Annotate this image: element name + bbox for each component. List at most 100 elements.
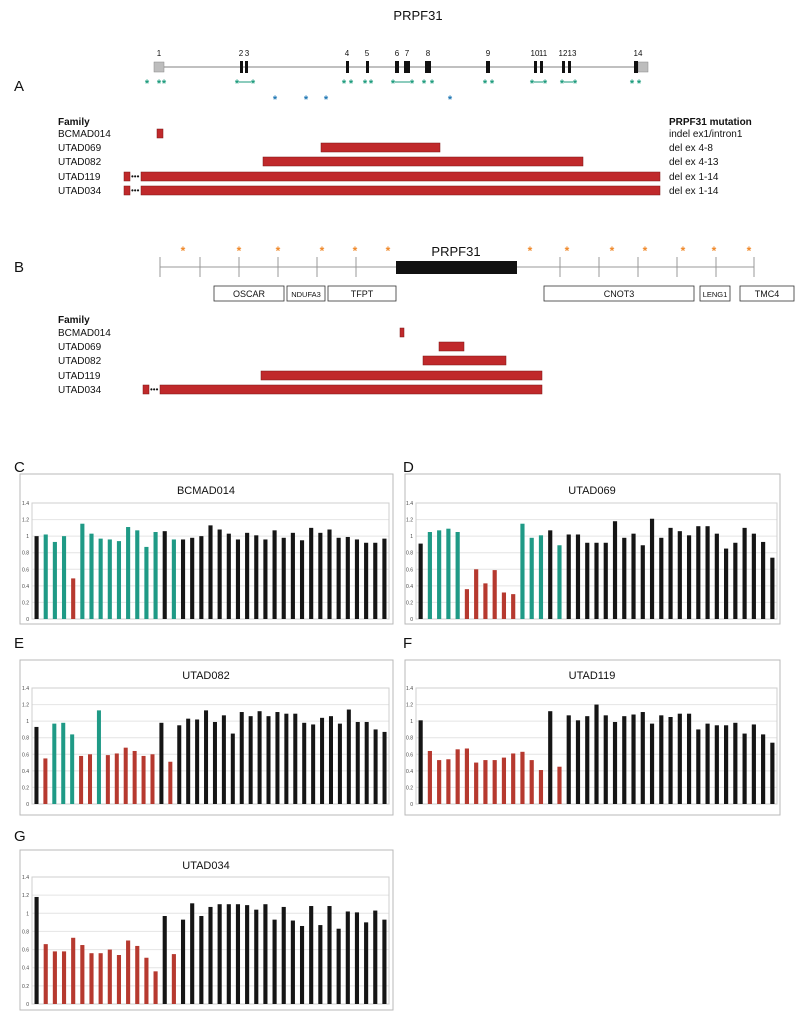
chart-title: UTAD082 xyxy=(182,670,229,682)
bar xyxy=(135,945,140,1004)
bar xyxy=(254,909,259,1004)
bar xyxy=(696,729,701,804)
bar xyxy=(190,537,195,619)
bar xyxy=(733,542,738,619)
bar xyxy=(263,904,268,1004)
probe-asterisk-orange: * xyxy=(528,244,533,258)
exon-3 xyxy=(245,61,248,73)
bar xyxy=(529,537,534,619)
exon-label: 11 xyxy=(539,49,548,58)
gene-box-ndufa3 xyxy=(286,285,326,302)
bar xyxy=(751,724,756,804)
bar xyxy=(603,542,608,619)
bar xyxy=(89,533,94,619)
bar xyxy=(290,920,295,1004)
bar xyxy=(226,904,231,1004)
mlpa-probe-asterisk: * xyxy=(235,78,240,90)
mlpa-probe-asterisk: * xyxy=(145,78,150,90)
bar xyxy=(355,721,360,804)
exon-label: 3 xyxy=(245,49,250,58)
mlpa-probe-asterisk: * xyxy=(349,78,354,90)
exon-12 xyxy=(562,61,565,73)
prpf31-gene-label: PRPF31 xyxy=(431,244,480,259)
exon-10 xyxy=(534,61,537,73)
mlpa-probe-asterisk: * xyxy=(342,78,347,90)
family-name: UTAD069 xyxy=(58,143,102,154)
y-tick-label: 0.2 xyxy=(406,785,413,791)
bar xyxy=(98,953,103,1004)
bar xyxy=(171,539,176,619)
bar xyxy=(114,753,119,804)
bar xyxy=(254,535,259,619)
y-tick-label: 1 xyxy=(410,719,413,725)
bar xyxy=(714,725,719,804)
exon-11 xyxy=(540,61,543,73)
bar xyxy=(217,904,222,1004)
mlpa-probe-asterisk: * xyxy=(490,78,495,90)
mlpa-probe-asterisk: * xyxy=(363,78,368,90)
family-name: UTAD082 xyxy=(58,356,102,367)
panel-e-label: E xyxy=(14,635,24,652)
bar-chart-bcmad014: 0 0.2 0.4 0.6 0.8 1 1.2 1.4 xyxy=(22,501,390,623)
bar xyxy=(761,541,766,619)
mlpa-probe-asterisk: * xyxy=(422,78,427,90)
bar xyxy=(144,957,149,1004)
deletion-bar xyxy=(142,384,150,395)
bar xyxy=(144,546,149,619)
bar xyxy=(677,713,682,804)
exon-label: 13 xyxy=(568,49,577,58)
mutation-label: del ex 4-8 xyxy=(669,143,713,154)
gene-name: CNOT3 xyxy=(604,289,635,299)
bar xyxy=(34,896,39,1004)
panel-a: A PRPF31 1 2 3 4 5 6 7 8 9 10 xyxy=(14,8,752,197)
bar xyxy=(418,543,423,619)
bar xyxy=(548,530,553,619)
breakpoint-dots: ••• xyxy=(131,186,140,195)
mlpa-probe-asterisk: * xyxy=(530,78,535,90)
bar xyxy=(346,709,351,804)
y-tick-label: 1.4 xyxy=(406,686,413,692)
y-tick-label: 1 xyxy=(26,911,29,917)
y-tick-label: 1 xyxy=(410,534,413,540)
bar xyxy=(354,539,360,619)
bar xyxy=(437,530,442,619)
panel-c-label: C xyxy=(14,459,25,476)
y-tick-label: 0 xyxy=(26,617,29,623)
bar xyxy=(345,536,350,619)
bar xyxy=(373,910,378,1004)
bar xyxy=(88,754,93,804)
y-tick-label: 0 xyxy=(410,802,413,808)
y-tick-label: 1.4 xyxy=(406,501,413,507)
bar xyxy=(190,903,195,1004)
bar xyxy=(123,747,128,804)
exon-label: 10 xyxy=(531,49,540,58)
bar xyxy=(150,754,155,804)
panel-g-label: G xyxy=(14,828,26,845)
bar xyxy=(245,532,250,619)
bar xyxy=(742,527,747,619)
exon-9 xyxy=(486,61,490,73)
bar xyxy=(328,716,333,804)
y-tick-label: 0.4 xyxy=(406,769,413,775)
bar xyxy=(208,525,213,619)
plot-area xyxy=(31,687,390,805)
mlpa-probe-asterisk: * xyxy=(410,78,415,90)
bar xyxy=(235,539,241,619)
bar xyxy=(71,578,76,619)
bar xyxy=(284,713,289,804)
bar xyxy=(34,726,39,804)
y-tick-label: 0 xyxy=(410,617,413,623)
gene-box-cnot3 xyxy=(543,285,695,302)
exon-label: 4 xyxy=(345,49,350,58)
panel-a-label: A xyxy=(14,78,24,95)
bar xyxy=(585,542,590,619)
bar xyxy=(43,534,48,619)
deletion-bar xyxy=(260,370,543,381)
y-tick-label: 0.8 xyxy=(22,736,29,742)
bar xyxy=(770,557,775,619)
bar xyxy=(162,916,167,1004)
bar xyxy=(455,532,460,619)
bar xyxy=(501,592,507,619)
exon-5 xyxy=(366,61,369,73)
gene-name: TMC4 xyxy=(755,289,780,299)
